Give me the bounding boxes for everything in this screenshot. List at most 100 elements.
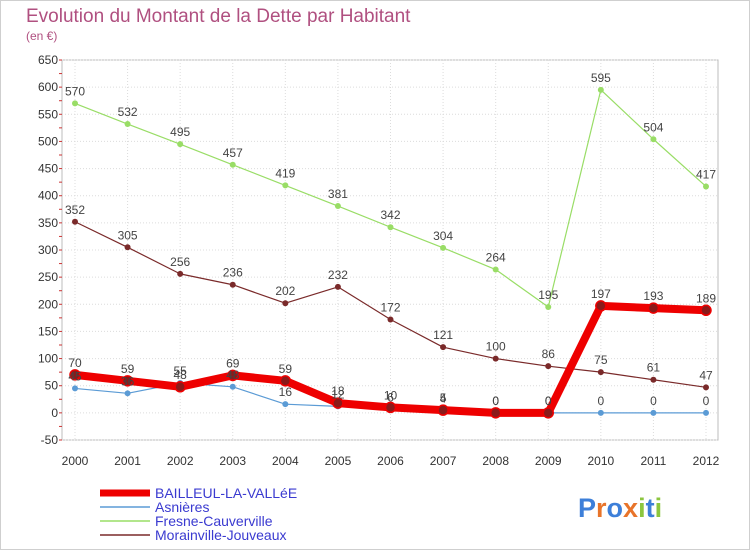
x-tick-label: 2011 xyxy=(641,454,667,468)
data-label: 264 xyxy=(486,251,506,265)
data-label: 10 xyxy=(384,388,398,402)
x-tick-label: 2008 xyxy=(482,454,509,468)
data-label: 232 xyxy=(328,268,348,282)
data-label: 75 xyxy=(594,353,608,367)
y-tick-label: 0 xyxy=(51,406,58,420)
y-tick-label: 650 xyxy=(38,53,58,67)
x-tick-label: 2000 xyxy=(62,454,89,468)
grid xyxy=(61,59,719,441)
data-point xyxy=(282,182,289,189)
data-label: 36 xyxy=(121,374,135,388)
data-point xyxy=(177,270,184,277)
x-tick-label: 2010 xyxy=(587,454,614,468)
y-tick-label: 600 xyxy=(38,80,58,94)
legend-label: Fresne-Cauverville xyxy=(155,513,273,529)
logo-letter: x xyxy=(623,493,638,523)
data-point xyxy=(177,141,184,148)
axes: -500501001502002503003504004505005506006… xyxy=(38,53,720,468)
data-point xyxy=(334,283,341,290)
data-point xyxy=(597,409,604,416)
data-point xyxy=(282,300,289,307)
data-point xyxy=(124,121,131,128)
data-point xyxy=(279,375,292,387)
data-point xyxy=(282,401,289,408)
data-point xyxy=(650,376,657,383)
data-label: 304 xyxy=(433,229,453,243)
data-label: 0 xyxy=(545,394,552,408)
data-point xyxy=(69,369,81,381)
data-label: 6 xyxy=(387,391,394,405)
data-point xyxy=(545,363,552,370)
data-point xyxy=(703,409,709,416)
x-tick-label: 2001 xyxy=(114,454,141,468)
data-point xyxy=(650,136,657,143)
data-label: 18 xyxy=(331,384,345,398)
data-label: 4 xyxy=(440,392,447,406)
data-point xyxy=(703,183,709,190)
data-label: 256 xyxy=(170,255,190,269)
data-point xyxy=(647,302,660,314)
data-point xyxy=(124,244,131,251)
data-point xyxy=(384,401,397,414)
chart-title: Evolution du Montant de la Dette par Hab… xyxy=(26,6,411,27)
data-label: 100 xyxy=(486,340,506,354)
data-point xyxy=(700,304,712,317)
y-tick-label: 300 xyxy=(38,243,58,257)
x-tick-label: 2007 xyxy=(430,454,457,468)
data-point xyxy=(650,409,657,416)
data-label: 352 xyxy=(65,203,85,217)
data-point xyxy=(121,375,134,387)
chart-subtitle: (en €) xyxy=(26,29,57,43)
y-tick-label: 50 xyxy=(45,379,59,393)
series xyxy=(69,86,712,419)
data-label: 0 xyxy=(650,394,657,408)
data-label: 61 xyxy=(647,361,661,375)
data-point xyxy=(545,304,552,310)
data-label: 5 xyxy=(440,391,447,405)
data-label: 172 xyxy=(380,300,400,314)
data-label: 381 xyxy=(328,187,348,201)
data-point xyxy=(597,369,604,376)
y-tick-label: 150 xyxy=(38,324,58,338)
legend-label: BAILLEUL-LA-VALLéE xyxy=(155,485,297,501)
logo-letter: o xyxy=(607,493,624,523)
y-tick-label: 550 xyxy=(38,107,58,121)
data-label: 202 xyxy=(275,284,295,298)
y-tick-label: 250 xyxy=(38,270,58,284)
data-label: 0 xyxy=(545,394,552,408)
data-point xyxy=(440,244,447,251)
data-label: 16 xyxy=(279,385,293,399)
logo-letter: t xyxy=(646,493,655,523)
y-tick-label: 350 xyxy=(38,216,58,230)
data-point xyxy=(387,316,394,323)
data-label: 12 xyxy=(331,387,345,401)
data-point xyxy=(229,281,236,288)
data-label: 47 xyxy=(699,368,713,382)
data-label: 495 xyxy=(170,125,190,139)
data-label: 417 xyxy=(696,167,716,181)
data-label: 0 xyxy=(492,394,499,408)
data-label: 504 xyxy=(643,120,663,134)
legend-label: Morainville-Jouveaux xyxy=(155,527,287,543)
data-point xyxy=(440,344,447,351)
data-label: 342 xyxy=(380,208,400,222)
y-tick-label: 100 xyxy=(38,352,58,366)
data-label: 86 xyxy=(542,347,556,361)
y-tick-label: 400 xyxy=(38,189,58,203)
data-label: 197 xyxy=(591,287,611,301)
data-label: 55 xyxy=(173,364,187,378)
data-label: 0 xyxy=(597,394,604,408)
logo-letter: r xyxy=(596,493,607,523)
data-point xyxy=(72,385,78,392)
data-point xyxy=(72,100,78,107)
x-tick-label: 2012 xyxy=(693,454,720,468)
data-point xyxy=(334,203,341,210)
data-point xyxy=(597,86,604,93)
x-tick-label: 2003 xyxy=(219,454,246,468)
data-point xyxy=(174,381,186,393)
data-point xyxy=(437,404,449,416)
proxiti-logo-text: Proxiti xyxy=(578,493,662,523)
data-point xyxy=(492,355,499,362)
